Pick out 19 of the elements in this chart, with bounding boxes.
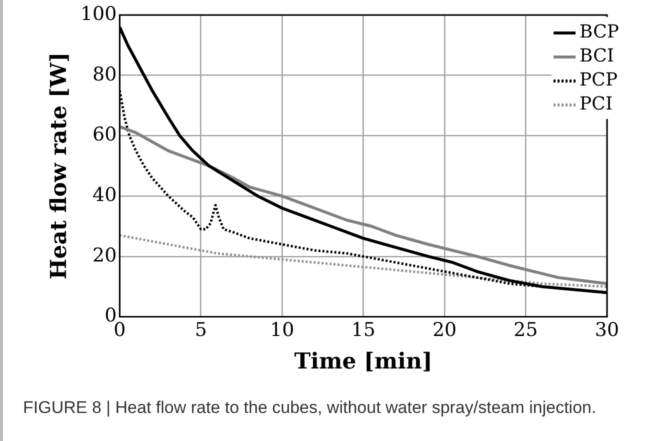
y-tick-label: 60 <box>92 124 117 146</box>
x-tick-label: 5 <box>194 319 207 342</box>
y-tick-label: 100 <box>80 2 117 25</box>
y-tick-label: 80 <box>92 63 117 86</box>
x-tick-label: 20 <box>432 319 457 342</box>
x-tick-label: 15 <box>351 319 376 342</box>
y-tick-label: 40 <box>92 184 117 206</box>
x-tick-label: 30 <box>594 319 620 342</box>
line-series <box>120 234 607 288</box>
legend-label: PCP <box>580 70 618 91</box>
x-axis-title: Time [min] <box>294 348 432 375</box>
legend-label: BCI <box>580 46 614 67</box>
legend-label: PCI <box>580 94 613 115</box>
legend-label: BCP <box>580 22 620 43</box>
caption: FIGURE 8 | Heat flow rate to the cubes, without water spray/steam injection. <box>23 398 596 418</box>
x-tick-label: 10 <box>270 319 294 342</box>
x-tick-label: 25 <box>514 319 538 342</box>
y-axis-title: Heat flow rate [W] <box>46 52 72 280</box>
y-tick-label: 20 <box>92 244 117 266</box>
